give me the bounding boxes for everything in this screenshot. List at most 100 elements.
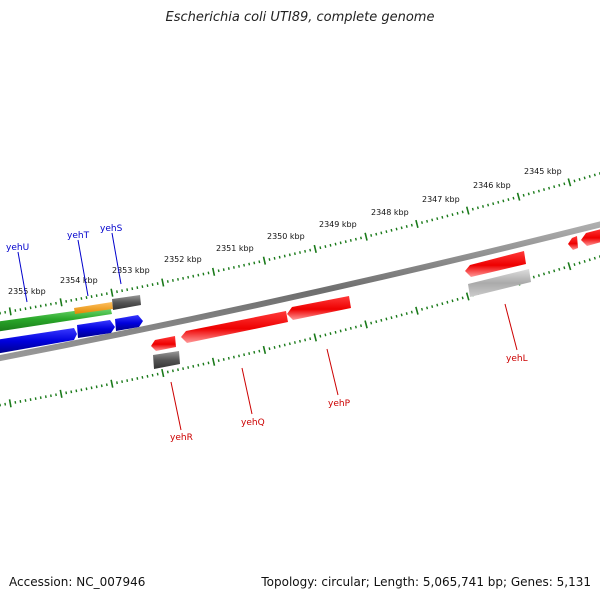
minor-tick: [197, 363, 200, 367]
minor-tick: [156, 372, 159, 376]
minor-tick: [426, 219, 429, 223]
major-tick: [415, 219, 419, 228]
minor-tick: [512, 196, 515, 200]
minor-tick: [238, 264, 240, 268]
gene-arrow-yehU[interactable]: [0, 328, 77, 354]
gene-label-yehU[interactable]: yehU: [6, 243, 29, 253]
kbp-tick-label: 2355 kbp: [8, 287, 46, 296]
gene-label-yehP[interactable]: yehP: [328, 399, 351, 409]
feature-light-grey-box[interactable]: [468, 269, 531, 297]
minor-tick: [278, 255, 281, 259]
minor-tick: [344, 328, 347, 332]
minor-tick: [324, 245, 327, 248]
minor-tick: [359, 324, 363, 328]
gene-labels: yehU yehT yehS yehR yehQ yehP yehL: [6, 224, 528, 443]
feature-orange-bar[interactable]: [74, 302, 113, 314]
minor-tick: [268, 347, 271, 351]
gene-arrow-partial-1[interactable]: [568, 236, 578, 250]
minor-tick: [319, 334, 322, 338]
minor-tick: [436, 217, 439, 221]
minor-tick: [420, 221, 424, 225]
minor-tick: [146, 374, 149, 378]
minor-tick: [395, 227, 398, 231]
minor-tick: [456, 211, 459, 215]
minor-tick: [548, 270, 551, 274]
minor-tick: [344, 240, 347, 244]
minor-tick: [492, 202, 495, 206]
major-tick: [465, 206, 470, 215]
major-tick: [262, 345, 267, 354]
major-tick: [211, 267, 216, 276]
gene-label-yehQ[interactable]: yehQ: [241, 418, 265, 428]
minor-tick: [471, 207, 474, 211]
minor-tick: [400, 313, 403, 317]
minor-tick: [436, 303, 439, 307]
minor-tick: [293, 252, 296, 256]
major-tick: [516, 192, 521, 201]
minor-tick: [309, 337, 312, 341]
gene-label-yehS[interactable]: yehS: [100, 224, 123, 234]
minor-tick: [248, 352, 251, 355]
minor-tick: [309, 248, 312, 252]
minor-tick: [136, 377, 139, 380]
minor-tick: [141, 285, 144, 289]
minor-tick: [324, 333, 327, 337]
minor-tick: [507, 198, 510, 201]
minor-tick: [441, 215, 444, 219]
kbp-tick-label: 2347 kbp: [422, 195, 460, 204]
minor-tick: [405, 225, 408, 228]
minor-tick: [431, 305, 434, 308]
minor-tick: [451, 299, 454, 303]
gene-arrow-yehT[interactable]: [77, 320, 115, 338]
minor-tick: [400, 226, 403, 230]
minor-tick: [451, 213, 454, 217]
minor-tick: [502, 199, 505, 203]
gene-label-yehL[interactable]: yehL: [506, 354, 528, 364]
minor-tick: [370, 233, 373, 237]
gene-arrow-partial-2[interactable]: [581, 228, 600, 246]
minor-tick: [380, 231, 383, 235]
minor-tick: [375, 320, 378, 324]
gene-arrow-yehS[interactable]: [115, 315, 143, 331]
major-tick: [415, 306, 419, 315]
minor-tick: [329, 332, 332, 336]
gene-arrow-yehR[interactable]: [151, 336, 176, 351]
kbp-tick-label: 2354 kbp: [60, 276, 98, 285]
minor-tick: [385, 317, 388, 321]
minor-tick: [105, 383, 108, 387]
major-tick: [110, 379, 114, 388]
gene-label-yehR[interactable]: yehR: [170, 433, 193, 443]
kbp-tick-label: 2353 kbp: [112, 266, 150, 275]
gene-label-yehT[interactable]: yehT: [67, 231, 90, 241]
gene-arrow-yehL[interactable]: [465, 251, 526, 277]
minor-tick: [593, 173, 596, 177]
kbp-tick-labels: 2355 kbp 2354 kbp 2353 kbp 2352 kbp 2351 kbp…: [8, 167, 562, 296]
minor-tick: [334, 242, 337, 246]
minor-tick: [156, 282, 159, 285]
feature-dark-grey-box[interactable]: [153, 351, 180, 369]
minor-tick: [360, 236, 362, 240]
reverse-strand-features: [151, 228, 600, 369]
feature-dark-grey-bar[interactable]: [112, 295, 141, 310]
kbp-tick-label: 2348 kbp: [371, 208, 409, 217]
minor-tick: [232, 266, 235, 269]
gene-arrow-yehQ[interactable]: [181, 311, 288, 343]
minor-tick: [177, 368, 179, 372]
major-tick: [465, 292, 470, 301]
minor-tick: [446, 214, 449, 218]
minor-tick: [136, 286, 139, 290]
minor-tick: [253, 261, 256, 265]
minor-tick: [227, 356, 230, 360]
major-tick: [8, 307, 12, 316]
minor-tick: [187, 366, 190, 369]
gene-arrow-yehP[interactable]: [287, 296, 351, 320]
kbp-tick-label: 2350 kbp: [267, 232, 305, 241]
minor-tick: [583, 259, 586, 263]
minor-tick: [227, 267, 230, 270]
minor-tick: [207, 361, 210, 365]
minor-tick: [481, 205, 485, 208]
minor-tick: [207, 271, 210, 275]
minor-tick: [385, 230, 388, 234]
minor-tick: [238, 354, 240, 358]
